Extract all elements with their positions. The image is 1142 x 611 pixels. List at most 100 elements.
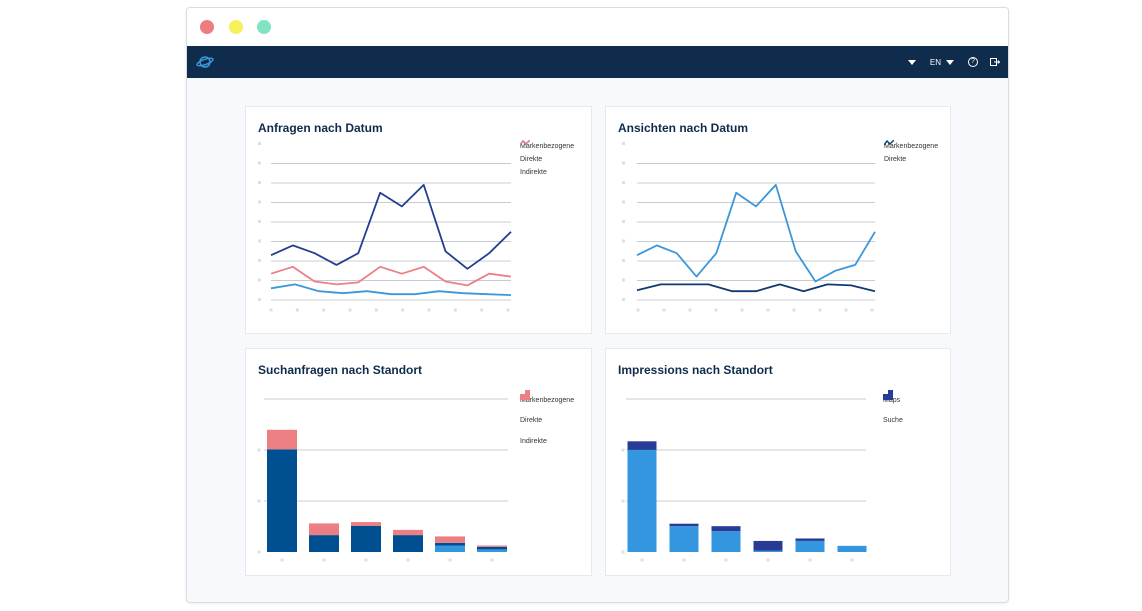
series-line-direkte [270, 184, 512, 270]
x-tick [480, 308, 484, 312]
x-tick [818, 308, 822, 312]
legend-label: Indirekte [520, 437, 547, 445]
bar-direkte [435, 542, 465, 546]
x-tick [724, 558, 728, 562]
y-tick [257, 448, 261, 452]
bar-suche [753, 540, 783, 551]
language-selector[interactable]: EN [930, 58, 954, 67]
x-tick [714, 308, 718, 312]
y-tick [258, 239, 261, 243]
x-tick [808, 558, 812, 562]
x-tick [662, 308, 666, 312]
y-tick [622, 259, 625, 262]
legend-item-suche[interactable]: Suche [883, 390, 903, 432]
y-tick [258, 200, 261, 204]
caret-down-icon[interactable] [907, 59, 916, 65]
y-tick [257, 550, 261, 554]
legend-label: Markenbezogene [520, 396, 575, 404]
help-circle-icon[interactable]: ? [968, 57, 978, 67]
card-title: Impressions nach Standort [618, 363, 773, 377]
bar-maps [753, 550, 783, 552]
legend-label: Indirekte [520, 169, 547, 176]
y-tick [258, 298, 261, 301]
legend-label: Direkte [520, 417, 543, 425]
legend-label: Markenbezogene [884, 143, 939, 150]
y-tick [258, 161, 261, 165]
card-impressions-nach-standort: Impressions nach Standort Maps Suche [605, 348, 951, 576]
card-ansichten-nach-datum: Ansichten nach Datum Markenbezogene Dire… [605, 106, 951, 334]
planet-logo-icon[interactable] [196, 54, 214, 70]
x-tick [640, 558, 644, 562]
series-line-markenbezogene [636, 184, 876, 283]
bar-direkte [477, 546, 507, 550]
legend-label: Markenbezogene [520, 143, 575, 150]
x-tick [401, 308, 405, 312]
bar-maps [837, 545, 867, 552]
x-tick [348, 308, 352, 312]
x-tick [506, 308, 510, 312]
bar-indirekte [477, 545, 507, 547]
card-anfragen-nach-datum: Anfragen nach Datum Markenbezogene Direk… [245, 106, 592, 334]
y-tick [622, 278, 625, 282]
y-tick [621, 550, 625, 554]
logout-icon[interactable] [990, 58, 1001, 66]
series-line-direkte [636, 283, 876, 293]
x-tick [427, 308, 431, 312]
card-title: Ansichten nach Datum [618, 121, 749, 135]
series-line-markenbezogene [270, 283, 512, 296]
bar-suche [627, 441, 657, 450]
legend-item-indirekte[interactable]: Indirekte [520, 140, 574, 179]
x-tick [766, 308, 770, 312]
x-tick [453, 308, 457, 312]
bar-maps [795, 540, 825, 552]
x-tick [322, 558, 326, 562]
legend-item-direkte[interactable]: Direkte [884, 140, 938, 166]
chart-legend: Markenbezogene Direkte Indirekte [520, 390, 574, 452]
bar-chart-impressions [621, 398, 867, 562]
x-tick [844, 308, 848, 312]
bar-maps [711, 531, 741, 552]
y-tick [622, 200, 625, 204]
x-tick [636, 308, 640, 312]
minimize-dot[interactable] [229, 20, 243, 34]
line-chart-anfragen [258, 142, 512, 312]
bar-chart-suchanfragen [257, 398, 508, 562]
bar-maps [669, 526, 699, 552]
x-tick [448, 558, 452, 562]
x-tick [364, 558, 368, 562]
close-dot[interactable] [200, 20, 214, 34]
bar-suche [795, 538, 825, 541]
bar-indirekte [351, 522, 381, 526]
y-tick [258, 181, 261, 184]
line-chart-ansichten [622, 142, 876, 312]
y-tick [622, 161, 625, 165]
legend-item-direkte[interactable]: Direkte [520, 140, 574, 166]
window-titlebar [187, 8, 1008, 46]
card-title: Anfragen nach Datum [258, 121, 383, 135]
legend-item-direkte[interactable]: Direkte [520, 390, 574, 432]
chart-legend: Markenbezogene Direkte [884, 140, 938, 166]
y-tick [258, 220, 261, 223]
legend-label: Maps [883, 396, 901, 404]
y-tick [622, 181, 625, 184]
y-tick [622, 220, 625, 223]
legend-item-indirekte[interactable]: Indirekte [520, 390, 574, 452]
legend-label: Suche [883, 417, 903, 425]
y-tick [621, 499, 625, 503]
maximize-dot[interactable] [257, 20, 271, 34]
bar-maps [627, 449, 657, 552]
bar-direkte [351, 526, 381, 552]
chart-legend: Maps Suche [883, 390, 903, 431]
bar-markenbezogene [477, 549, 507, 552]
legend-label: Direkte [884, 156, 907, 163]
y-tick [622, 239, 625, 243]
x-tick [280, 558, 284, 562]
y-tick [258, 278, 261, 282]
x-tick [688, 308, 692, 312]
y-tick [258, 142, 261, 145]
legend-label: Direkte [520, 156, 543, 163]
x-tick [490, 558, 494, 562]
top-navbar: EN ? [187, 46, 1008, 78]
x-tick [682, 558, 686, 562]
bar-direkte [309, 535, 339, 552]
